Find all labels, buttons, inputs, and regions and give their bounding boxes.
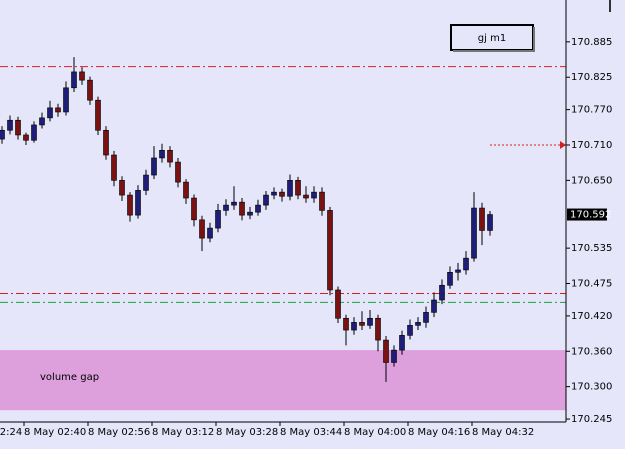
y-tick-label: 170.420 [571,311,612,322]
y-tick-label: 170.825 [571,72,612,83]
x-tick-label: 8 May 02:56 [88,427,150,438]
plot-area: volume gap 8 May 02:248 May 02:408 May 02… [0,57,566,438]
candle-body [439,284,445,301]
current-price-label: 170.592 [570,210,611,221]
y-tick-label: 170.650 [571,175,612,186]
x-tick-label: 8 May 04:00 [344,427,406,438]
candle-body [263,194,269,206]
candle-body [175,161,181,183]
y-tick-label: 170.770 [571,105,612,116]
candle-body [111,154,117,181]
candle-body [191,197,197,221]
y-tick-label: 170.300 [571,382,612,393]
candle-body [103,129,109,156]
candle-body [287,180,293,197]
candle-body [135,190,141,216]
x-tick-label: 8 May 04:32 [472,427,534,438]
candle-body [55,107,61,113]
candle-body [167,149,173,163]
candle-body [455,269,461,273]
y-tick-label: 170.245 [571,414,612,425]
candle-body [223,204,229,211]
candle-body [23,134,29,141]
candle-body [407,325,413,336]
candle-body [295,180,301,196]
price-arrow-head [560,140,566,149]
candle-body [423,312,429,323]
candle-body [119,180,125,196]
candle-body [399,335,405,351]
candle-body [0,129,5,140]
candle-body [31,124,37,141]
y-tick-label: 170.710 [571,140,612,151]
candle-body [327,210,333,291]
candle-body [127,194,133,216]
candle-body [359,322,365,326]
candle-body [487,214,493,231]
candle-body [367,317,373,326]
candle-body [391,349,397,363]
candle-body [95,99,101,131]
volume-gap-zone [0,350,566,411]
candle-body [199,219,205,239]
x-tick-label: 8 May 04:16 [408,427,470,438]
candle-body [415,322,421,326]
candle-body [431,299,437,313]
x-tick-label: 8 May 03:12 [152,427,214,438]
candle-body [15,119,21,136]
candle-body [303,194,309,199]
candle-body [343,317,349,331]
candle-body [479,207,485,231]
candle-body [319,191,325,211]
x-tick-label: 8 May 03:28 [216,427,278,438]
candle-body [311,191,317,199]
x-tick-label: 8 May 02:24 [0,427,22,438]
candle-body [351,322,357,331]
current-price-box [567,208,607,221]
candle-body [87,79,93,101]
candle-body [471,207,477,259]
button-frame[interactable] [450,24,534,51]
y-tick-label: 170.360 [571,346,612,357]
candle-body [79,71,85,81]
candle-body [231,201,237,206]
candle-body [39,117,45,126]
candle-body [279,191,285,197]
candle-body [239,201,245,216]
candle-body [63,87,69,113]
candle-body [207,227,213,239]
candle-body [143,174,149,191]
candle-body [247,211,253,216]
x-tick-label: 8 May 02:40 [24,427,86,438]
candle-body [463,257,469,271]
candle-body [255,204,261,213]
candle-body [375,317,381,341]
button-label[interactable]: gj m1 [478,33,506,44]
y-tick-label: 170.475 [571,278,612,289]
candle-body [383,339,389,363]
candle-body [7,119,13,131]
zone-label: volume gap [40,372,99,383]
y-tick-label: 170.535 [571,243,612,254]
y-tick-label: 170.885 [571,37,612,48]
candle-body [71,71,77,89]
button[interactable]: gj m1 [450,24,535,52]
candle-body [47,107,53,119]
candle-body [447,271,453,286]
candle-body [335,289,341,319]
candle-body [271,191,277,196]
x-tick-label: 8 May 03:44 [280,427,342,438]
candle-body [151,157,157,176]
candle-body [159,149,165,159]
candle-body [215,210,221,229]
candle-body [183,181,189,199]
